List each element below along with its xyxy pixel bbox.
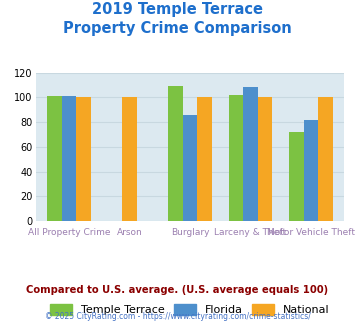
Text: Compared to U.S. average. (U.S. average equals 100): Compared to U.S. average. (U.S. average … xyxy=(26,285,329,295)
Bar xyxy=(318,97,333,221)
Bar xyxy=(243,87,258,221)
Text: Larceny & Theft: Larceny & Theft xyxy=(214,228,286,237)
Text: 2019 Temple Terrace: 2019 Temple Terrace xyxy=(92,2,263,16)
Text: Arson: Arson xyxy=(116,228,142,237)
Bar xyxy=(47,96,61,221)
Bar xyxy=(168,86,183,221)
Text: All Property Crime: All Property Crime xyxy=(28,228,110,237)
Text: Property Crime Comparison: Property Crime Comparison xyxy=(63,21,292,36)
Bar xyxy=(229,95,243,221)
Bar xyxy=(197,97,212,221)
Bar xyxy=(183,115,197,221)
Text: © 2025 CityRating.com - https://www.cityrating.com/crime-statistics/: © 2025 CityRating.com - https://www.city… xyxy=(45,312,310,321)
Bar xyxy=(304,119,318,221)
Text: Motor Vehicle Theft: Motor Vehicle Theft xyxy=(267,228,355,237)
Text: Burglary: Burglary xyxy=(171,228,209,237)
Bar xyxy=(61,96,76,221)
Legend: Temple Terrace, Florida, National: Temple Terrace, Florida, National xyxy=(50,304,330,315)
Bar xyxy=(258,97,272,221)
Bar xyxy=(122,97,137,221)
Bar xyxy=(76,97,91,221)
Bar xyxy=(289,132,304,221)
